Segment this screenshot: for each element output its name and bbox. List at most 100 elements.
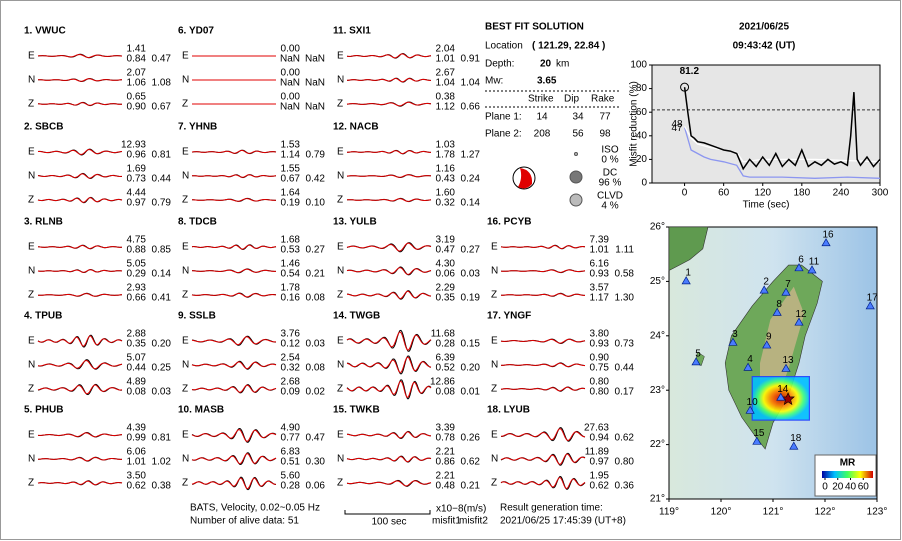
component: N (491, 360, 498, 371)
misfit1: 0.28 (281, 481, 301, 492)
misfit1: 1.04 (436, 78, 456, 89)
misfit1: 0.96 (127, 150, 147, 161)
component-name: DC (603, 168, 617, 179)
misfit1: 0.09 (281, 387, 301, 398)
plane-value: 208 (534, 129, 551, 140)
max-amplitude: 2.29 (436, 283, 456, 294)
trace-synthetic (346, 101, 432, 107)
misfit2: 1.08 (152, 78, 172, 89)
start-label: 81.2 (680, 66, 700, 77)
misfit2: 0.81 (152, 150, 172, 161)
station-name: 2. SBCB (24, 122, 63, 133)
plane-label: Plane 2: (485, 129, 522, 140)
misfit1: 0.66 (127, 293, 147, 304)
misfit1: 0.29 (127, 269, 147, 280)
x-tick-label: 300 (872, 188, 889, 199)
component-value: 0 % (601, 155, 618, 166)
max-amplitude: 4.44 (127, 188, 147, 199)
component-icon (569, 170, 583, 184)
component: E (337, 147, 344, 158)
misfit1: 0.12 (281, 339, 301, 350)
trace-synthetic (191, 429, 277, 442)
station-marker (728, 337, 738, 346)
trace-synthetic (346, 290, 431, 300)
misfit2: 0.08 (306, 363, 326, 374)
max-amplitude: 3.50 (127, 471, 147, 482)
date: 2021/06/25 (739, 22, 789, 33)
max-amplitude: 1.60 (436, 188, 456, 199)
alive-count: Number of alive data: 51 (190, 516, 299, 527)
misfit2: 1.02 (152, 457, 172, 468)
misfit1: 0.35 (436, 293, 456, 304)
component: N (337, 360, 344, 371)
component: Z (182, 384, 188, 395)
table-header: Dip (564, 94, 579, 105)
misfit1: 0.44 (127, 363, 147, 374)
misfit2: 0.79 (152, 198, 172, 209)
map-x-label: 122° (815, 507, 836, 518)
trace-synthetic (500, 362, 585, 368)
station-name: 12. NACB (333, 122, 379, 133)
station-number: 8 (776, 299, 782, 310)
trace-synthetic (38, 293, 123, 297)
max-amplitude: 6.06 (127, 447, 147, 458)
misfit2: 0.17 (615, 387, 635, 398)
colorbar-title: MR (840, 458, 856, 469)
station-number: 17 (867, 293, 879, 304)
trace-synthetic (500, 338, 586, 344)
station-number: 1 (685, 267, 691, 278)
misfit1: 0.77 (281, 433, 301, 444)
trace-synthetic (37, 102, 123, 106)
component: Z (337, 478, 343, 489)
mw: 3.65 (537, 76, 557, 87)
misfit1: NaN (280, 54, 300, 65)
station-name: 13. YULB (333, 217, 377, 228)
misfit1: 0.08 (127, 387, 147, 398)
y-tick-label: 20 (636, 154, 648, 165)
map-y-label: 26° (650, 222, 665, 233)
trace-synthetic (500, 386, 586, 392)
y-tick-label: 80 (636, 83, 648, 94)
misfit1: 0.97 (590, 457, 610, 468)
location: ( 121.29, 22.84 ) (532, 41, 605, 52)
trace-synthetic (346, 150, 432, 155)
beachball-compression (518, 168, 533, 189)
scale-label: 100 sec (371, 517, 406, 528)
component: N (28, 454, 35, 465)
station-number: 12 (795, 309, 807, 320)
station-name: 6. YD07 (178, 26, 214, 37)
misfit2: 0.81 (152, 433, 172, 444)
misfit1: 0.99 (127, 433, 147, 444)
trace-synthetic (37, 245, 122, 249)
misfit1: 0.84 (127, 54, 147, 65)
max-amplitude: 2.67 (436, 68, 456, 79)
misfit1: NaN (280, 102, 300, 113)
station-marker (789, 441, 799, 450)
max-amplitude: 0.65 (127, 92, 147, 103)
component: Z (337, 290, 343, 301)
map-y-label: 23° (650, 385, 665, 396)
misfit1: 1.01 (590, 245, 610, 256)
trace-synthetic (37, 53, 123, 58)
component: E (182, 51, 189, 62)
trace-synthetic (191, 384, 277, 393)
component: N (337, 171, 344, 182)
max-amplitude: 5.07 (127, 353, 147, 364)
station-marker (691, 357, 701, 366)
max-amplitude: 12.86 (430, 377, 455, 388)
table-header: Strike (528, 94, 554, 105)
trace-synthetic (500, 476, 586, 489)
misfit1: 0.08 (436, 387, 456, 398)
misfit1: 0.73 (127, 174, 147, 185)
colorbar-label: 60 (858, 482, 870, 493)
component: E (491, 430, 498, 441)
max-amplitude: 2.04 (436, 44, 456, 55)
component: Z (337, 195, 343, 206)
max-amplitude: 2.21 (436, 447, 456, 458)
misfit-line (683, 87, 881, 171)
station-name: 14. TWGB (333, 311, 380, 322)
best-marker (680, 82, 690, 92)
station-marker (807, 265, 817, 274)
station-number: 3 (732, 329, 738, 340)
map-y-label: 25° (650, 276, 665, 287)
